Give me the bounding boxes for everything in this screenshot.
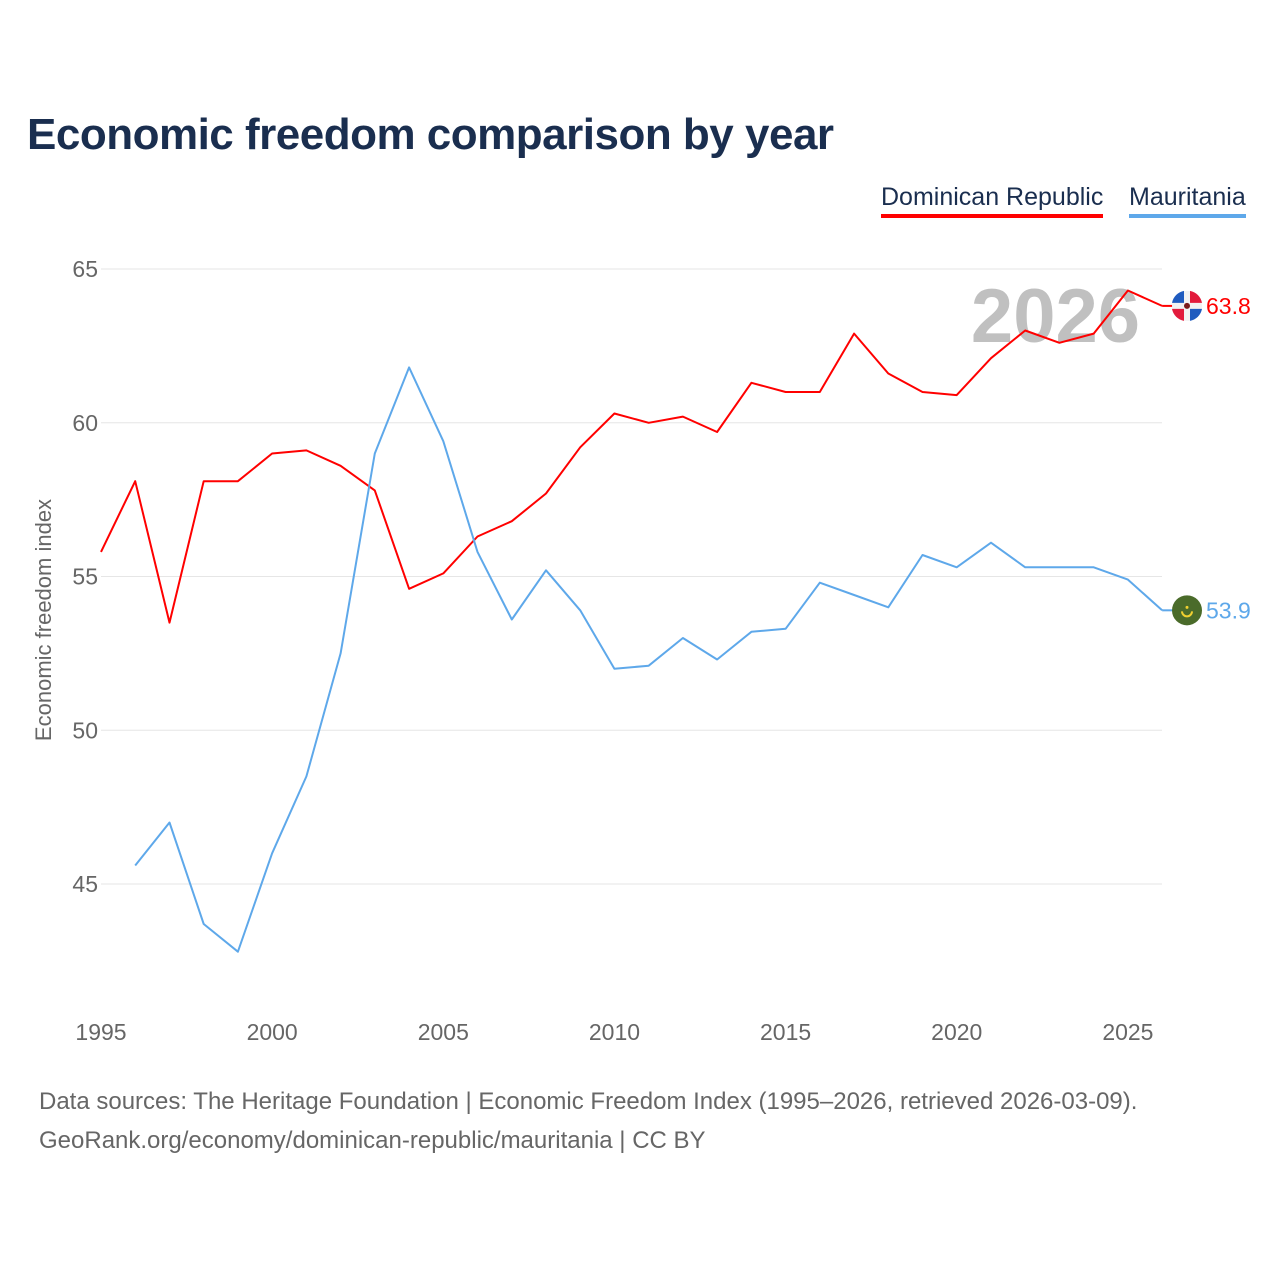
end-value-label: 63.8 <box>1206 293 1251 319</box>
flag-emblem <box>1184 302 1190 309</box>
footer-sources: Data sources: The Heritage Foundation | … <box>39 1088 1138 1115</box>
x-tick-label: 2015 <box>760 1019 811 1045</box>
x-tick-label: 2010 <box>589 1019 640 1045</box>
flag-crescent <box>1181 611 1193 618</box>
y-tick-label: 65 <box>72 256 98 282</box>
x-tick-label: 2000 <box>247 1019 298 1045</box>
end-value-label: 53.9 <box>1206 597 1251 623</box>
legend-dominican-republic[interactable]: Dominican Republic <box>881 183 1104 218</box>
legend-mauritania[interactable]: Mauritania <box>1129 183 1246 218</box>
y-tick-label: 60 <box>72 410 98 436</box>
flag-mauritania-icon <box>1172 595 1202 626</box>
x-tick-label: 1995 <box>75 1019 126 1045</box>
y-tick-label: 45 <box>72 871 98 897</box>
y-axis-label: Economic freedom index <box>31 499 56 741</box>
line-chart: 45 50 55 60 65 1995 2000 2005 2010 2015 2020 2025 Ec… <box>31 256 1251 1045</box>
flag-quadrant <box>1190 308 1202 321</box>
x-tick-label: 2025 <box>1102 1019 1153 1045</box>
flag-quadrant <box>1172 290 1184 303</box>
flag-quadrant <box>1172 308 1184 321</box>
flag-quadrant <box>1190 290 1202 303</box>
y-tick-label: 55 <box>72 564 98 590</box>
chart-title: Economic freedom comparison by year <box>27 110 834 159</box>
series-line-mauritania <box>134 366 1163 953</box>
footer-link[interactable]: GeoRank.org/economy/dominican-republic/m… <box>39 1127 706 1154</box>
year-watermark: 2026 <box>971 274 1140 359</box>
y-tick-label: 50 <box>72 717 98 743</box>
series-line-dominican-republic <box>100 289 1163 624</box>
x-tick-label: 2005 <box>418 1019 469 1045</box>
x-tick-label: 2020 <box>931 1019 982 1045</box>
flag-star <box>1185 605 1189 609</box>
